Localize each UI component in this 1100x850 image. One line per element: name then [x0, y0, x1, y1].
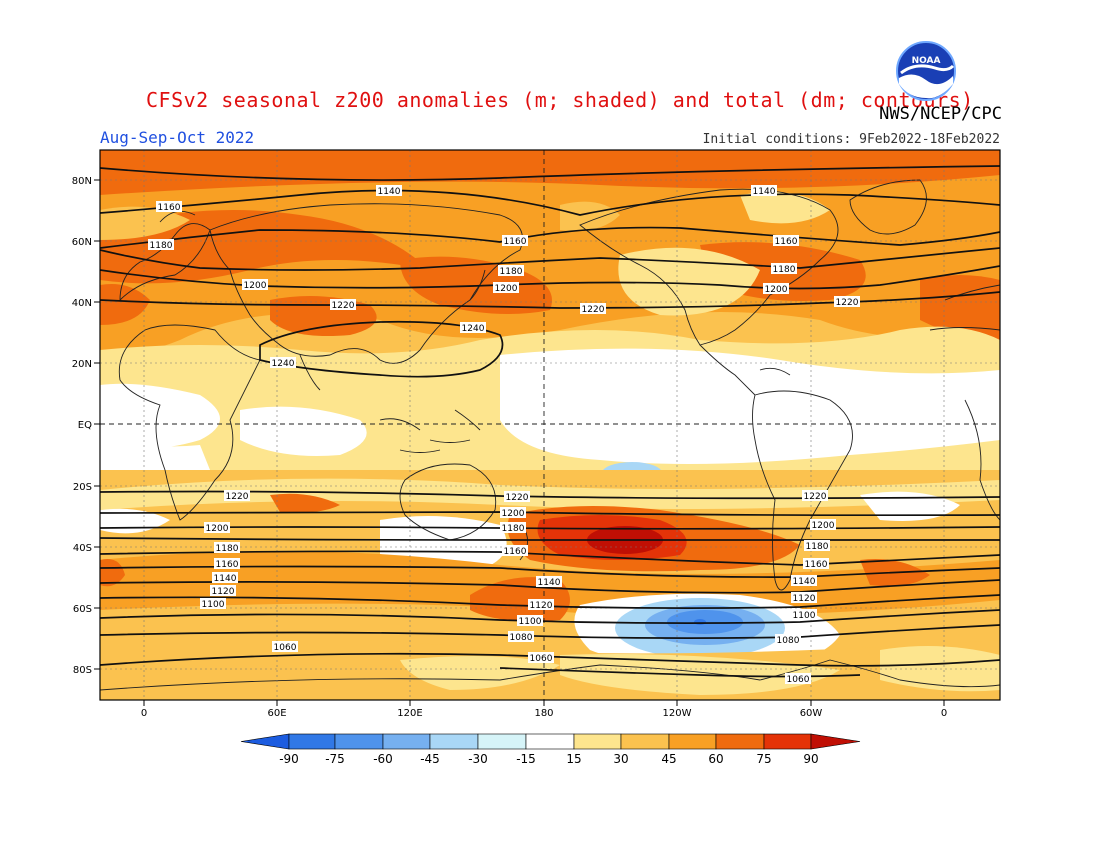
svg-text:1140: 1140: [538, 578, 561, 588]
svg-text:80S: 80S: [73, 665, 92, 676]
svg-text:1200: 1200: [765, 285, 788, 295]
svg-text:60N: 60N: [72, 237, 92, 248]
latitude-labels: 80N 60N 40N 20N EQ 20S 40S 60S 80S: [72, 176, 92, 676]
svg-text:1220: 1220: [836, 298, 859, 308]
colorbar-swatch: [525, 733, 575, 750]
svg-text:60: 60: [708, 752, 723, 766]
svg-text:1100: 1100: [793, 611, 816, 621]
colorbar-ticks: -90 -75 -60 -45 -30 -15 15 30 45 60 75 9…: [279, 752, 818, 766]
svg-text:1100: 1100: [519, 617, 542, 627]
svg-text:1180: 1180: [150, 241, 173, 251]
svg-text:-30: -30: [468, 752, 488, 766]
noaa-logo: NOAA: [896, 41, 956, 101]
svg-text:1100: 1100: [202, 600, 225, 610]
svg-text:20N: 20N: [72, 359, 92, 370]
colorbar-swatch: [573, 733, 622, 750]
svg-text:1220: 1220: [804, 492, 827, 502]
colorbar-swatch: [477, 733, 527, 750]
svg-text:1180: 1180: [806, 542, 829, 552]
svg-text:1220: 1220: [582, 305, 605, 315]
contour-labels: 1140 1140 1160 1160 1160 1180 1180 1180 …: [148, 185, 860, 685]
svg-text:1060: 1060: [274, 643, 297, 653]
svg-text:1240: 1240: [272, 359, 295, 369]
svg-text:-60: -60: [373, 752, 393, 766]
svg-text:1140: 1140: [378, 187, 401, 197]
svg-text:1160: 1160: [504, 547, 527, 557]
svg-text:-75: -75: [325, 752, 345, 766]
svg-text:1160: 1160: [775, 237, 798, 247]
svg-text:1200: 1200: [495, 284, 518, 294]
svg-text:1160: 1160: [216, 560, 239, 570]
svg-text:1200: 1200: [244, 281, 267, 291]
colorbar-swatch: [288, 733, 336, 750]
svg-text:60W: 60W: [800, 708, 823, 719]
colorbar: [240, 733, 861, 750]
colorbar-swatch: [668, 733, 717, 750]
colorbar-swatch-max: [810, 733, 861, 750]
colorbar-swatch: [382, 733, 431, 750]
colorbar-swatch: [715, 733, 765, 750]
svg-text:1180: 1180: [773, 265, 796, 275]
svg-text:1220: 1220: [226, 492, 249, 502]
svg-text:1220: 1220: [332, 301, 355, 311]
svg-text:120E: 120E: [397, 708, 422, 719]
coastlines: [100, 179, 1000, 691]
svg-text:90: 90: [803, 752, 818, 766]
svg-text:60E: 60E: [267, 708, 286, 719]
svg-text:1160: 1160: [504, 237, 527, 247]
season-label: Aug-Sep-Oct 2022: [100, 128, 255, 147]
svg-text:0: 0: [941, 708, 947, 719]
svg-text:45: 45: [661, 752, 676, 766]
initial-conditions-label: Initial conditions: 9Feb2022-18Feb2022: [702, 132, 1000, 147]
colorbar-swatch: [763, 733, 812, 750]
longitude-labels: 0 60E 120E 180 120W 60W 0: [141, 708, 947, 719]
colorbar-swatch: [334, 733, 384, 750]
map-title: CFSv2 seasonal z200 anomalies (m; shaded…: [146, 88, 974, 112]
svg-text:1240: 1240: [462, 324, 485, 334]
equator-dateline: [100, 150, 1000, 700]
colorbar-swatch: [620, 733, 670, 750]
svg-text:60S: 60S: [73, 604, 92, 615]
svg-text:75: 75: [756, 752, 771, 766]
svg-text:30: 30: [613, 752, 628, 766]
svg-text:1180: 1180: [502, 524, 525, 534]
svg-text:EQ: EQ: [78, 420, 92, 431]
svg-text:80N: 80N: [72, 176, 92, 187]
svg-text:1120: 1120: [793, 594, 816, 604]
svg-text:1180: 1180: [500, 267, 523, 277]
svg-text:180: 180: [534, 708, 553, 719]
svg-text:-15: -15: [516, 752, 536, 766]
svg-text:1160: 1160: [158, 203, 181, 213]
svg-text:1200: 1200: [206, 524, 229, 534]
svg-text:1060: 1060: [530, 654, 553, 664]
svg-text:-90: -90: [279, 752, 299, 766]
svg-text:1200: 1200: [502, 509, 525, 519]
svg-text:1140: 1140: [793, 577, 816, 587]
svg-text:1140: 1140: [214, 574, 237, 584]
svg-text:120W: 120W: [663, 708, 692, 719]
svg-text:-45: -45: [420, 752, 440, 766]
colorbar-swatch: [429, 733, 479, 750]
svg-text:1160: 1160: [805, 560, 828, 570]
noaa-logo-text: NOAA: [912, 56, 941, 66]
svg-text:1120: 1120: [530, 601, 553, 611]
colorbar-swatch-min: [240, 733, 290, 750]
map-frame: [99, 149, 1001, 701]
svg-text:1080: 1080: [777, 636, 800, 646]
svg-text:40S: 40S: [73, 543, 92, 554]
svg-text:1140: 1140: [753, 187, 776, 197]
svg-text:1120: 1120: [212, 587, 235, 597]
svg-text:1200: 1200: [812, 521, 835, 531]
svg-text:15: 15: [566, 752, 581, 766]
axis-ticks: [94, 179, 945, 706]
svg-text:0: 0: [141, 708, 147, 719]
svg-text:1180: 1180: [216, 544, 239, 554]
svg-text:40N: 40N: [72, 298, 92, 309]
svg-text:1080: 1080: [510, 633, 533, 643]
svg-text:20S: 20S: [73, 482, 92, 493]
agency-label: NWS/NCEP/CPC: [879, 104, 1002, 124]
svg-text:1060: 1060: [787, 675, 810, 685]
svg-text:1220: 1220: [506, 493, 529, 503]
